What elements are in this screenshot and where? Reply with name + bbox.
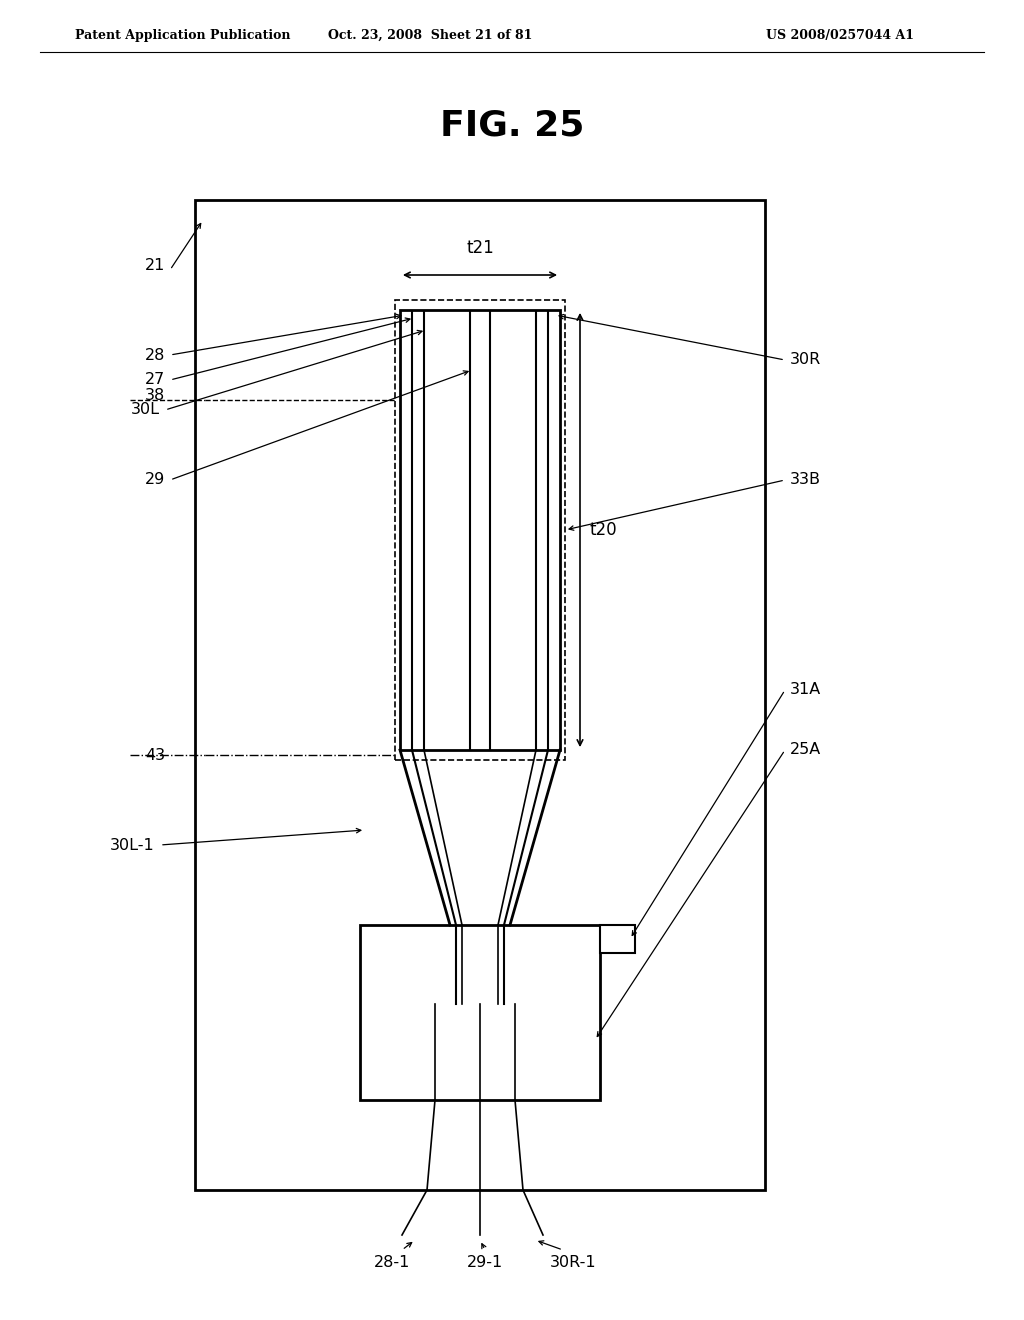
Text: FIG. 25: FIG. 25 — [440, 108, 584, 143]
Text: 43: 43 — [144, 747, 165, 763]
Text: 31A: 31A — [790, 682, 821, 697]
Bar — [600, 925, 635, 953]
Bar — [360, 925, 600, 1100]
Text: 28: 28 — [144, 347, 165, 363]
Bar — [400, 310, 560, 750]
Text: 28-1: 28-1 — [374, 1255, 411, 1270]
Bar — [395, 300, 565, 760]
Text: 30L: 30L — [131, 403, 160, 417]
Text: 33B: 33B — [790, 473, 821, 487]
Text: 21: 21 — [144, 257, 165, 272]
Text: Oct. 23, 2008  Sheet 21 of 81: Oct. 23, 2008 Sheet 21 of 81 — [328, 29, 532, 41]
Text: t20: t20 — [590, 521, 617, 539]
Text: 30R: 30R — [790, 352, 821, 367]
Text: 27: 27 — [144, 372, 165, 388]
Bar — [195, 201, 765, 1191]
Text: 29-1: 29-1 — [467, 1255, 503, 1270]
Text: 25A: 25A — [790, 742, 821, 758]
Text: US 2008/0257044 A1: US 2008/0257044 A1 — [766, 29, 914, 41]
Text: 38: 38 — [144, 388, 165, 403]
Text: 30R-1: 30R-1 — [550, 1255, 596, 1270]
Text: Patent Application Publication: Patent Application Publication — [75, 29, 291, 41]
Text: 29: 29 — [144, 473, 165, 487]
Text: 30L-1: 30L-1 — [111, 837, 155, 853]
Text: t21: t21 — [466, 239, 494, 257]
